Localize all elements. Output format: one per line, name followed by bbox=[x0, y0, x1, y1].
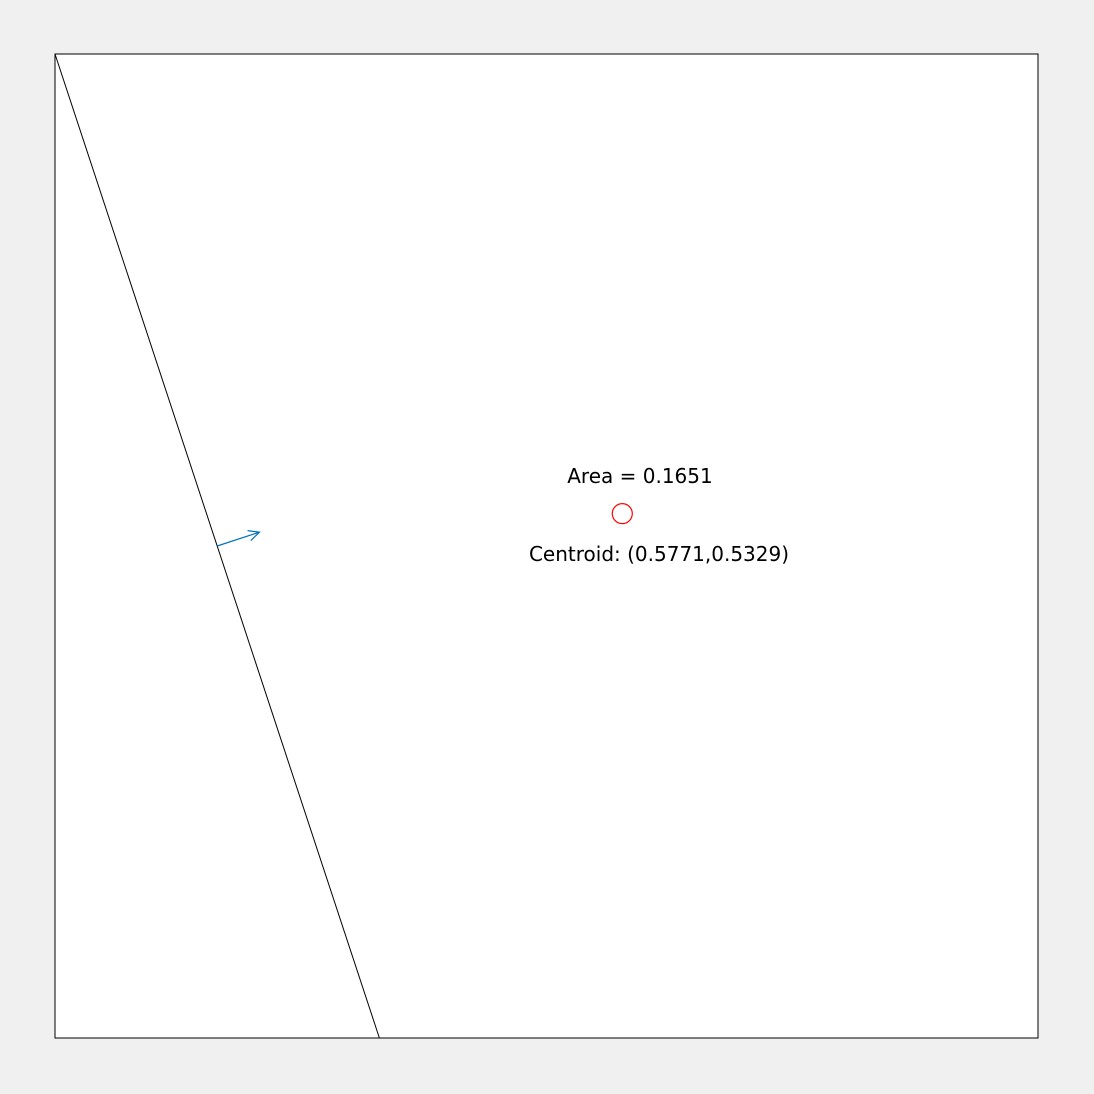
normal-arrow bbox=[217, 530, 261, 547]
centroid-label: Centroid: (0.5771,0.5329) bbox=[529, 542, 789, 566]
arrow-head bbox=[247, 530, 261, 541]
arrow-shaft bbox=[217, 531, 260, 547]
centroid-marker bbox=[611, 503, 633, 525]
area-label: Area = 0.1651 bbox=[567, 464, 712, 488]
